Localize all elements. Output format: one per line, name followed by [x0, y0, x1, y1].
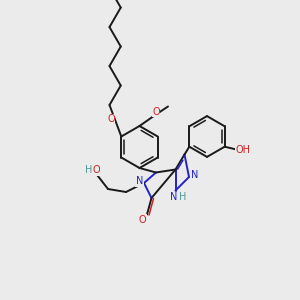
Text: O: O	[152, 107, 160, 117]
Text: O: O	[92, 165, 100, 175]
Text: O: O	[139, 215, 146, 225]
Text: N: N	[170, 192, 178, 202]
Text: N: N	[136, 176, 143, 187]
Text: H: H	[179, 192, 186, 202]
Text: O: O	[107, 114, 115, 124]
Text: N: N	[191, 170, 199, 181]
Text: H: H	[85, 165, 93, 175]
Text: OH: OH	[235, 145, 250, 155]
